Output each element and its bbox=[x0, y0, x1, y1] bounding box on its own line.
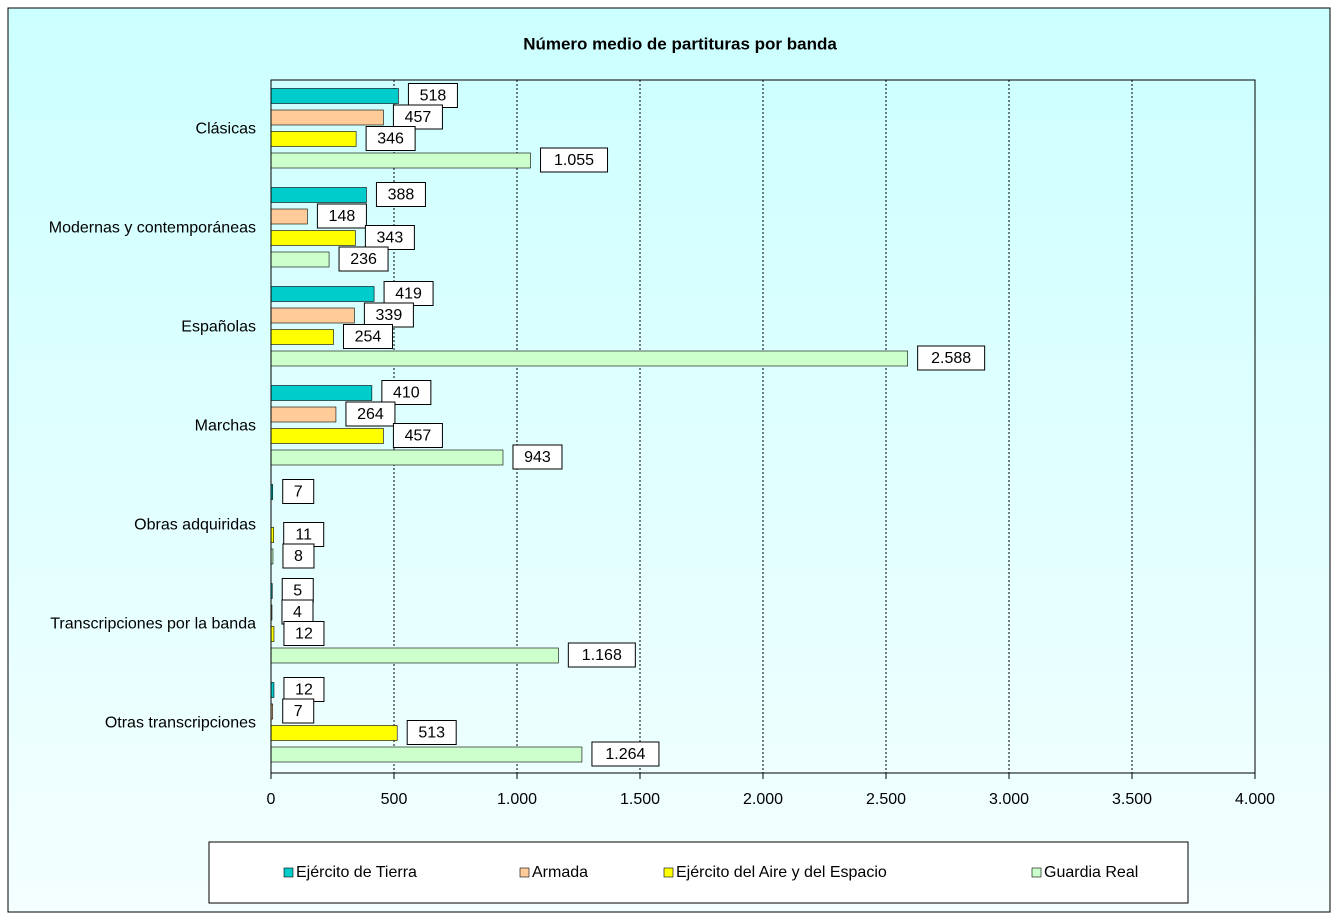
data-label-box bbox=[540, 147, 609, 173]
data-label: 457 bbox=[405, 428, 432, 445]
data-label-box bbox=[392, 423, 443, 448]
x-tick-label: 2.500 bbox=[866, 791, 906, 808]
data-label: 264 bbox=[357, 406, 384, 423]
data-label-box bbox=[591, 741, 660, 767]
x-tick-label: 3.000 bbox=[989, 791, 1029, 808]
data-label: 12 bbox=[295, 626, 313, 643]
data-label: 1.168 bbox=[582, 647, 622, 664]
data-label: 943 bbox=[524, 449, 551, 466]
y-tick-label: Transcripciones por la banda bbox=[50, 616, 256, 633]
legend-swatch bbox=[1031, 867, 1042, 878]
bar bbox=[270, 725, 398, 741]
data-label-box bbox=[282, 543, 315, 569]
bar bbox=[270, 350, 908, 367]
legend-label: Ejército del Aire y del Espacio bbox=[676, 864, 887, 881]
legend-label: Guardia Real bbox=[1044, 864, 1138, 881]
bar bbox=[270, 230, 356, 246]
y-tick-label: Españolas bbox=[181, 319, 256, 336]
data-label-box bbox=[345, 401, 396, 427]
data-label: 343 bbox=[377, 230, 404, 247]
data-label-box bbox=[917, 345, 986, 371]
x-tick-label: 2.000 bbox=[743, 791, 783, 808]
data-label: 388 bbox=[388, 187, 415, 204]
legend-label: Armada bbox=[532, 864, 588, 881]
data-label: 254 bbox=[355, 329, 382, 346]
bar bbox=[270, 428, 384, 444]
chart-title: Número medio de partituras por banda bbox=[523, 34, 837, 53]
data-label-box bbox=[281, 599, 314, 625]
data-label: 7 bbox=[294, 703, 303, 720]
data-label-box bbox=[316, 203, 367, 229]
data-label: 11 bbox=[295, 527, 312, 544]
data-label-box bbox=[407, 83, 458, 108]
legend-label: Ejército de Tierra bbox=[296, 864, 417, 881]
y-tick-label: Modernas y contemporáneas bbox=[49, 220, 256, 237]
data-label-box bbox=[282, 698, 315, 724]
data-label: 1.055 bbox=[554, 152, 594, 169]
bar bbox=[270, 286, 375, 302]
data-label-box bbox=[383, 281, 434, 306]
bar bbox=[270, 109, 384, 126]
x-tick-label: 500 bbox=[381, 791, 408, 808]
bar bbox=[270, 88, 399, 104]
data-label: 236 bbox=[350, 251, 377, 268]
data-label: 8 bbox=[294, 548, 303, 565]
data-label-box bbox=[282, 479, 315, 504]
data-label: 5 bbox=[293, 583, 302, 600]
x-tick-label: 0 bbox=[267, 791, 276, 808]
bar bbox=[270, 385, 373, 401]
x-tick-label: 3.500 bbox=[1112, 791, 1152, 808]
data-label-box bbox=[406, 720, 457, 745]
data-label-box bbox=[281, 578, 314, 603]
bar bbox=[270, 152, 531, 169]
data-label: 4 bbox=[293, 604, 302, 621]
x-tick-label: 1.500 bbox=[620, 791, 660, 808]
bar bbox=[270, 449, 504, 466]
data-label-box bbox=[342, 324, 393, 349]
data-label-box bbox=[567, 642, 636, 668]
data-label-box bbox=[364, 225, 415, 250]
legend-swatch bbox=[663, 867, 674, 878]
data-label: 518 bbox=[420, 88, 447, 105]
data-label: 513 bbox=[418, 725, 445, 742]
bar bbox=[270, 187, 367, 203]
y-tick-label: Otras transcripciones bbox=[105, 715, 256, 732]
data-label: 346 bbox=[377, 131, 404, 148]
data-label: 339 bbox=[376, 307, 403, 324]
data-label: 410 bbox=[393, 385, 420, 402]
data-label-box bbox=[381, 380, 432, 405]
data-label: 12 bbox=[295, 682, 313, 699]
y-tick-label: Marchas bbox=[195, 418, 256, 435]
data-label: 7 bbox=[294, 484, 303, 501]
data-label: 457 bbox=[405, 109, 432, 126]
bar bbox=[270, 208, 308, 225]
x-tick-label: 1.000 bbox=[497, 791, 537, 808]
data-label-box bbox=[338, 246, 389, 272]
data-label-box bbox=[283, 621, 325, 646]
bar bbox=[270, 647, 559, 664]
legend-swatch bbox=[519, 867, 530, 878]
legend-box bbox=[208, 841, 1189, 904]
data-label-box bbox=[375, 182, 426, 207]
data-label-box bbox=[512, 444, 563, 470]
data-label: 419 bbox=[395, 286, 422, 303]
data-label: 148 bbox=[329, 208, 356, 225]
chart-frame bbox=[7, 7, 1331, 913]
legend-swatch bbox=[283, 867, 294, 878]
bar bbox=[270, 251, 330, 268]
bar bbox=[270, 746, 583, 763]
data-label-box bbox=[365, 126, 416, 151]
y-tick-label: Obras adquiridas bbox=[134, 517, 256, 534]
data-label-box bbox=[392, 104, 443, 130]
y-tick-label: Clásicas bbox=[196, 121, 256, 138]
x-tick-label: 4.000 bbox=[1235, 791, 1275, 808]
data-label: 2.588 bbox=[931, 350, 971, 367]
bar bbox=[270, 307, 355, 324]
bar bbox=[270, 329, 334, 345]
bar bbox=[270, 406, 337, 423]
data-label: 1.264 bbox=[605, 746, 645, 763]
bar bbox=[270, 131, 357, 147]
